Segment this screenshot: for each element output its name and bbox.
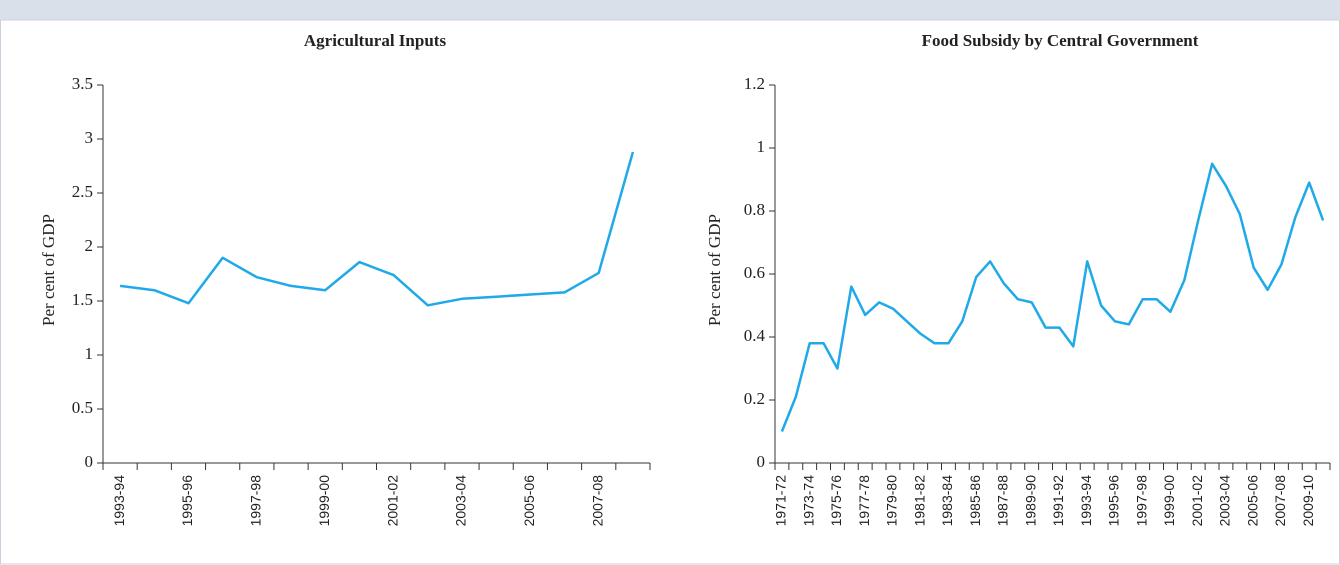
x-tick-label: 1987-88 xyxy=(995,475,1011,527)
x-tick-label: 1981-82 xyxy=(911,475,927,527)
x-tick-label: 1973-74 xyxy=(800,475,816,527)
y-tick-label: 0.4 xyxy=(744,326,766,345)
x-tick-label: 2007-08 xyxy=(1272,475,1288,527)
chart-title: Agricultural Inputs xyxy=(304,31,447,50)
x-tick-label: 1989-90 xyxy=(1022,475,1038,527)
x-tick-label: 1983-84 xyxy=(939,475,955,527)
x-tick-label: 1975-76 xyxy=(828,475,844,527)
x-tick-label: 2001-02 xyxy=(384,475,400,527)
y-tick-label: 0 xyxy=(85,452,94,471)
x-tick-label: 2003-04 xyxy=(1217,475,1233,527)
header-band xyxy=(0,0,1340,20)
x-tick-label: 2005-06 xyxy=(1244,475,1260,527)
x-tick-label: 1999-00 xyxy=(316,475,332,527)
y-tick-label: 1.2 xyxy=(744,74,765,93)
y-axis-label: Per cent of GDP xyxy=(39,214,58,326)
x-tick-label: 1997-98 xyxy=(1133,475,1149,527)
y-axis-label: Per cent of GDP xyxy=(705,214,724,326)
x-tick-label: 2001-02 xyxy=(1189,475,1205,527)
x-tick-label: 1995-96 xyxy=(179,475,195,527)
x-tick-label: 1993-94 xyxy=(111,475,127,527)
x-tick-label: 1995-96 xyxy=(1106,475,1122,527)
y-tick-label: 1 xyxy=(85,344,94,363)
y-tick-label: 2.5 xyxy=(72,182,93,201)
y-tick-label: 2 xyxy=(85,236,94,255)
x-tick-label: 1997-98 xyxy=(248,475,264,527)
y-tick-label: 0.2 xyxy=(744,389,765,408)
x-tick-label: 2009-10 xyxy=(1300,475,1316,527)
y-tick-label: 0.5 xyxy=(72,398,93,417)
x-tick-label: 1993-94 xyxy=(1078,475,1094,527)
y-tick-label: 0 xyxy=(757,452,766,471)
series-line xyxy=(119,151,635,307)
x-tick-label: 1979-80 xyxy=(884,475,900,527)
y-tick-label: 0.6 xyxy=(744,263,765,282)
x-tick-label: 2005-06 xyxy=(521,475,537,527)
y-tick-label: 1 xyxy=(757,137,766,156)
x-tick-label: 1977-78 xyxy=(856,475,872,527)
x-tick-label: 2003-04 xyxy=(453,475,469,527)
y-tick-label: 1.5 xyxy=(72,290,93,309)
y-tick-label: 3.5 xyxy=(72,74,93,93)
x-tick-label: 1971-72 xyxy=(773,475,789,527)
y-tick-label: 3 xyxy=(85,128,94,147)
x-tick-label: 2007-08 xyxy=(589,475,605,527)
chart-title: Food Subsidy by Central Government xyxy=(922,31,1199,50)
x-tick-label: 1999-00 xyxy=(1161,475,1177,527)
y-tick-label: 0.8 xyxy=(744,200,765,219)
x-tick-label: 1985-86 xyxy=(967,475,983,527)
series-line xyxy=(780,162,1325,432)
x-tick-label: 1991-92 xyxy=(1050,475,1066,527)
